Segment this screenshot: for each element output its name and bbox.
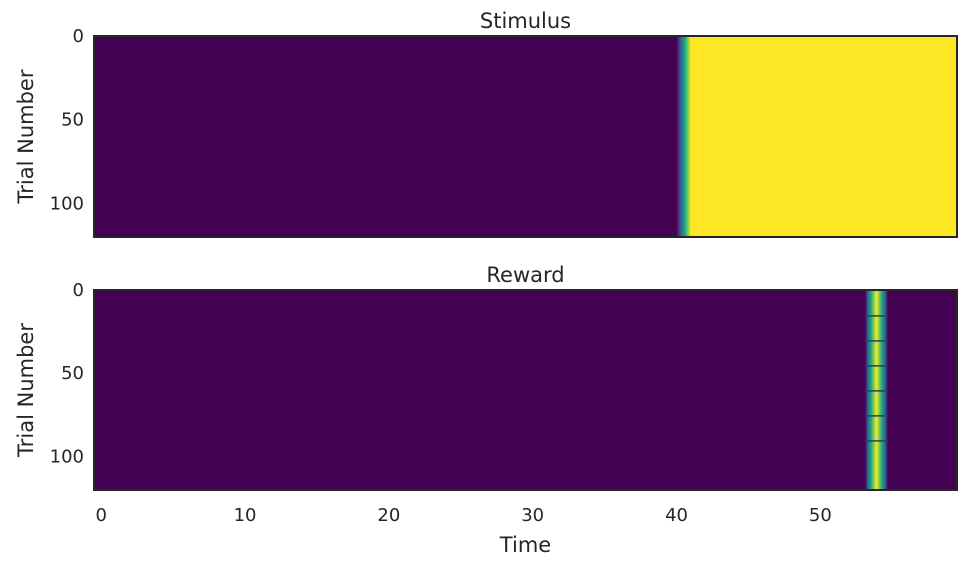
stimulus-title: Stimulus bbox=[480, 9, 571, 33]
reward-y-label: Trial Number bbox=[14, 323, 38, 458]
stimulus-panel: Stimulus 0 50 100 Trial Number bbox=[14, 9, 958, 238]
x-tick-label: 20 bbox=[377, 505, 400, 526]
stimulus-frame bbox=[93, 35, 958, 238]
y-tick-label: 0 bbox=[73, 26, 84, 47]
x-tick-label: 30 bbox=[521, 505, 544, 526]
reward-x-ticks: 0 10 20 30 40 50 bbox=[95, 505, 831, 526]
reward-trial-separators bbox=[864, 315, 888, 442]
reward-heatmap bbox=[94, 290, 957, 490]
y-tick-label: 50 bbox=[61, 110, 84, 131]
reward-title: Reward bbox=[486, 263, 564, 287]
stimulus-y-label: Trial Number bbox=[14, 69, 38, 204]
reward-panel: Reward 0 50 100 0 10 20 30 40 50 Trial Number T… bbox=[14, 263, 958, 557]
stimulus-y-ticks: 0 50 100 bbox=[50, 26, 84, 214]
y-tick-label: 0 bbox=[73, 280, 84, 301]
y-tick-label: 50 bbox=[61, 363, 84, 384]
y-tick-label: 100 bbox=[50, 193, 84, 214]
x-tick-label: 40 bbox=[665, 505, 688, 526]
stimulus-heatmap bbox=[94, 36, 957, 237]
reward-y-ticks: 0 50 100 bbox=[50, 280, 84, 468]
x-tick-label: 10 bbox=[234, 505, 257, 526]
reward-x-label: Time bbox=[499, 533, 551, 557]
reward-frame bbox=[93, 289, 958, 491]
x-tick-label: 50 bbox=[809, 505, 832, 526]
x-tick-label: 0 bbox=[95, 505, 106, 526]
y-tick-label: 100 bbox=[50, 447, 84, 468]
